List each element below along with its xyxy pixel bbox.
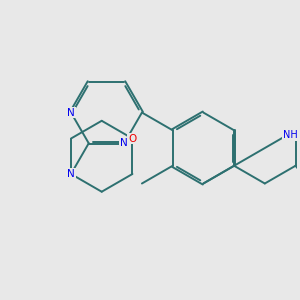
Text: O: O <box>128 134 136 143</box>
Text: N: N <box>120 138 128 148</box>
Text: N: N <box>67 108 75 118</box>
Text: N: N <box>67 169 75 179</box>
Text: NH: NH <box>283 130 298 140</box>
